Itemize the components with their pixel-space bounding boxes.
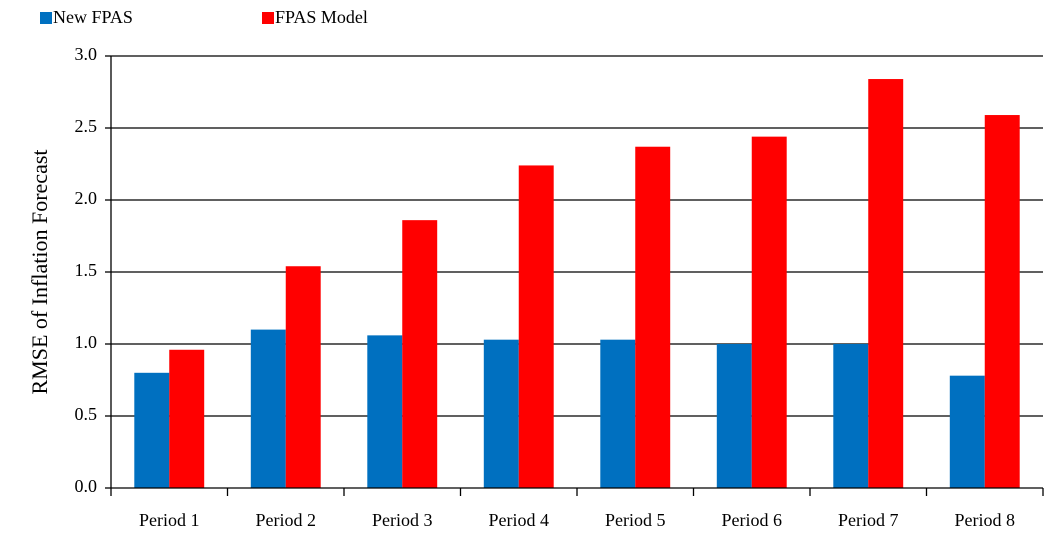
x-tick-label: Period 5	[605, 510, 666, 530]
bar	[833, 344, 869, 488]
y-axis-label: RMSE of Inflation Forecast	[27, 149, 52, 394]
x-tick-label: Period 8	[955, 510, 1016, 530]
bar	[134, 372, 170, 488]
y-tick-label: 2.0	[75, 188, 98, 208]
bar	[635, 146, 671, 488]
bar	[984, 115, 1020, 488]
y-tick-label: 0.5	[75, 404, 98, 424]
bar	[169, 349, 205, 488]
bar	[367, 335, 403, 488]
bar	[250, 329, 286, 488]
y-tick-label: 0.0	[75, 476, 98, 496]
bar	[483, 339, 519, 488]
bar	[402, 220, 438, 488]
bar	[518, 165, 554, 488]
x-tick-label: Period 6	[722, 510, 783, 530]
bar	[716, 344, 752, 488]
x-tick-label: Period 4	[489, 510, 550, 530]
x-tick-label: Period 1	[139, 510, 200, 530]
x-tick-label: Period 7	[838, 510, 899, 530]
bar	[751, 136, 787, 488]
bar	[949, 375, 985, 488]
y-tick-label: 1.0	[75, 332, 98, 352]
legend-label: New FPAS	[53, 7, 133, 27]
x-tick-label: Period 2	[256, 510, 317, 530]
y-tick-label: 1.5	[75, 260, 98, 280]
legend-swatch	[262, 12, 274, 24]
y-tick-label: 3.0	[75, 44, 98, 64]
bar	[600, 339, 636, 488]
x-tick-label: Period 3	[372, 510, 433, 530]
y-tick-label: 2.5	[75, 116, 98, 136]
bar	[868, 79, 904, 488]
legend-swatch	[40, 12, 52, 24]
legend-label: FPAS Model	[275, 7, 368, 27]
bar	[285, 266, 321, 488]
